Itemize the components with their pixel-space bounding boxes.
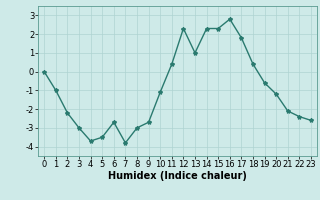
X-axis label: Humidex (Indice chaleur): Humidex (Indice chaleur) <box>108 171 247 181</box>
